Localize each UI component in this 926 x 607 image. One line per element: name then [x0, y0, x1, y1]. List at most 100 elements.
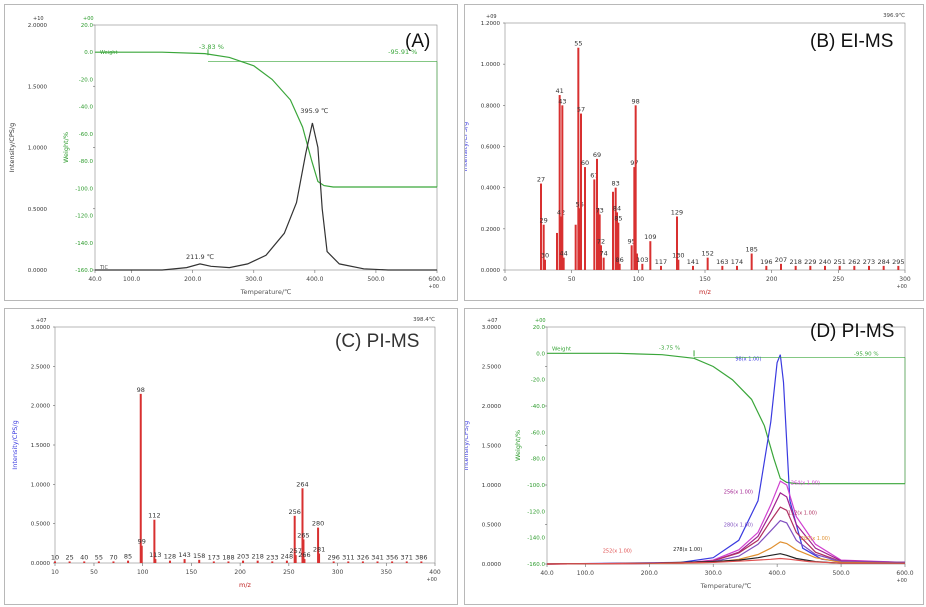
bar — [630, 245, 633, 270]
bar-label: 207 — [775, 256, 787, 264]
y2-axis-label: Weight/% — [514, 430, 522, 461]
y-tick-label: 1.0000 — [31, 482, 51, 488]
bar-label: 185 — [745, 246, 757, 254]
bar — [271, 561, 274, 563]
x-tick-label: 250 — [833, 276, 845, 283]
y2-tick-label: -120.0 — [75, 214, 93, 220]
bar-label: 113 — [149, 551, 161, 559]
bar-label: 326 — [357, 553, 369, 561]
x-tick-label: 200 — [234, 569, 246, 576]
x-tick-label: 200.0 — [641, 570, 658, 577]
y-exponent: +09 — [486, 14, 497, 20]
x-tick-label: 300 — [332, 569, 344, 576]
series-line — [547, 352, 905, 485]
y-tick-label: 1.5000 — [31, 443, 51, 449]
y2-tick-label: -60.0 — [79, 132, 94, 138]
bar-label: 40 — [80, 553, 88, 561]
bar — [780, 263, 782, 270]
bar — [824, 265, 826, 270]
bar-label: 70 — [109, 553, 117, 561]
series-label: 264(x 1.00) — [791, 481, 820, 487]
bar-label: 174 — [731, 258, 743, 266]
bar — [347, 561, 350, 563]
bar-label: 233 — [266, 553, 278, 561]
bar-label: 97 — [630, 159, 638, 167]
bar-label: 266 — [298, 551, 310, 559]
panel-b: 0 50 100 150 200 250 300 +00 m/z 0.0000 0.2000 0.40… — [464, 4, 924, 301]
y2-tick-label: 0.0 — [536, 351, 545, 357]
y2-tick-label: 0.0 — [84, 50, 93, 56]
bar-label: 99 — [138, 538, 146, 546]
series-label: Weight — [552, 346, 572, 352]
bar — [83, 561, 86, 563]
bar — [636, 253, 638, 270]
y-exponent: +10 — [33, 16, 44, 22]
annotation: 211.9 ℃ — [186, 253, 214, 261]
bar-label: 128 — [164, 553, 176, 561]
bar-label: 265 — [297, 531, 309, 539]
series-line — [95, 51, 437, 188]
bar-label: 311 — [342, 553, 354, 561]
x-axis-label: m/z — [699, 288, 712, 296]
bar — [614, 187, 617, 270]
y-tick-label: 2.5000 — [482, 365, 502, 371]
x-exponent: +00 — [896, 284, 907, 290]
bar-label: 117 — [655, 258, 667, 266]
y-tick-label: 2.0000 — [482, 404, 502, 410]
bar — [293, 515, 296, 563]
bar-label: 152 — [701, 250, 713, 258]
y-tick-label: 0.0000 — [481, 268, 501, 274]
bar-label: 248 — [281, 553, 293, 561]
series-label: 252(x 1.00) — [603, 549, 632, 555]
bar — [183, 559, 186, 563]
bar-label: 74 — [600, 250, 608, 258]
bar — [602, 257, 605, 270]
bar-label: 264 — [296, 480, 308, 488]
y2-tick-label: -160.0 — [75, 268, 93, 274]
y2-tick-label: -60.0 — [531, 430, 546, 436]
bar — [641, 263, 644, 270]
bar-label: 129 — [671, 208, 683, 216]
bar — [391, 561, 394, 563]
y-tick-label: 2.0000 — [31, 404, 51, 410]
x-tick-label: 400 — [429, 569, 441, 576]
bar-label: 72 — [597, 237, 605, 245]
bar — [556, 232, 558, 270]
bar-label: 196 — [760, 258, 772, 266]
y-tick-label: 0.0000 — [28, 268, 48, 274]
header-right: 398.4℃ — [413, 316, 435, 323]
series-label: 98(x 1.00) — [735, 357, 761, 363]
plot-frame — [54, 326, 436, 564]
bar — [612, 191, 614, 270]
y2-axis-label: Weight/% — [62, 132, 70, 163]
bar-label: 262 — [848, 258, 860, 266]
bar-label: 85 — [614, 215, 622, 223]
y2-tick-label: -20.0 — [531, 378, 546, 384]
bar — [692, 265, 694, 270]
bar-label: 130 — [672, 252, 684, 260]
bar — [154, 559, 157, 563]
bar — [593, 179, 596, 270]
x-axis-label: m/z — [239, 581, 252, 589]
x-exponent: +00 — [428, 284, 439, 290]
bar — [634, 105, 637, 270]
bar — [97, 561, 100, 563]
bar — [127, 560, 130, 563]
bar — [794, 265, 797, 270]
bar — [212, 561, 215, 563]
chart-title: (A) — [405, 31, 431, 52]
bar — [302, 539, 305, 563]
bar-label: 29 — [540, 217, 548, 225]
bar-label: 109 — [644, 233, 656, 241]
bar-label: 188 — [222, 553, 234, 561]
bar — [897, 265, 900, 270]
bar — [736, 265, 738, 270]
x-tick-label: 10 — [51, 569, 59, 576]
x-tick-label: 100.0 — [577, 570, 594, 577]
chart-title: (B) EI-MS — [810, 31, 894, 52]
bar-label: 60 — [581, 159, 589, 167]
bar-label: 56 — [576, 200, 584, 208]
x-tick-label: 50 — [568, 276, 576, 283]
x-tick-label: 300.0 — [705, 570, 722, 577]
x-axis-label: Temperature/℃ — [240, 288, 292, 296]
